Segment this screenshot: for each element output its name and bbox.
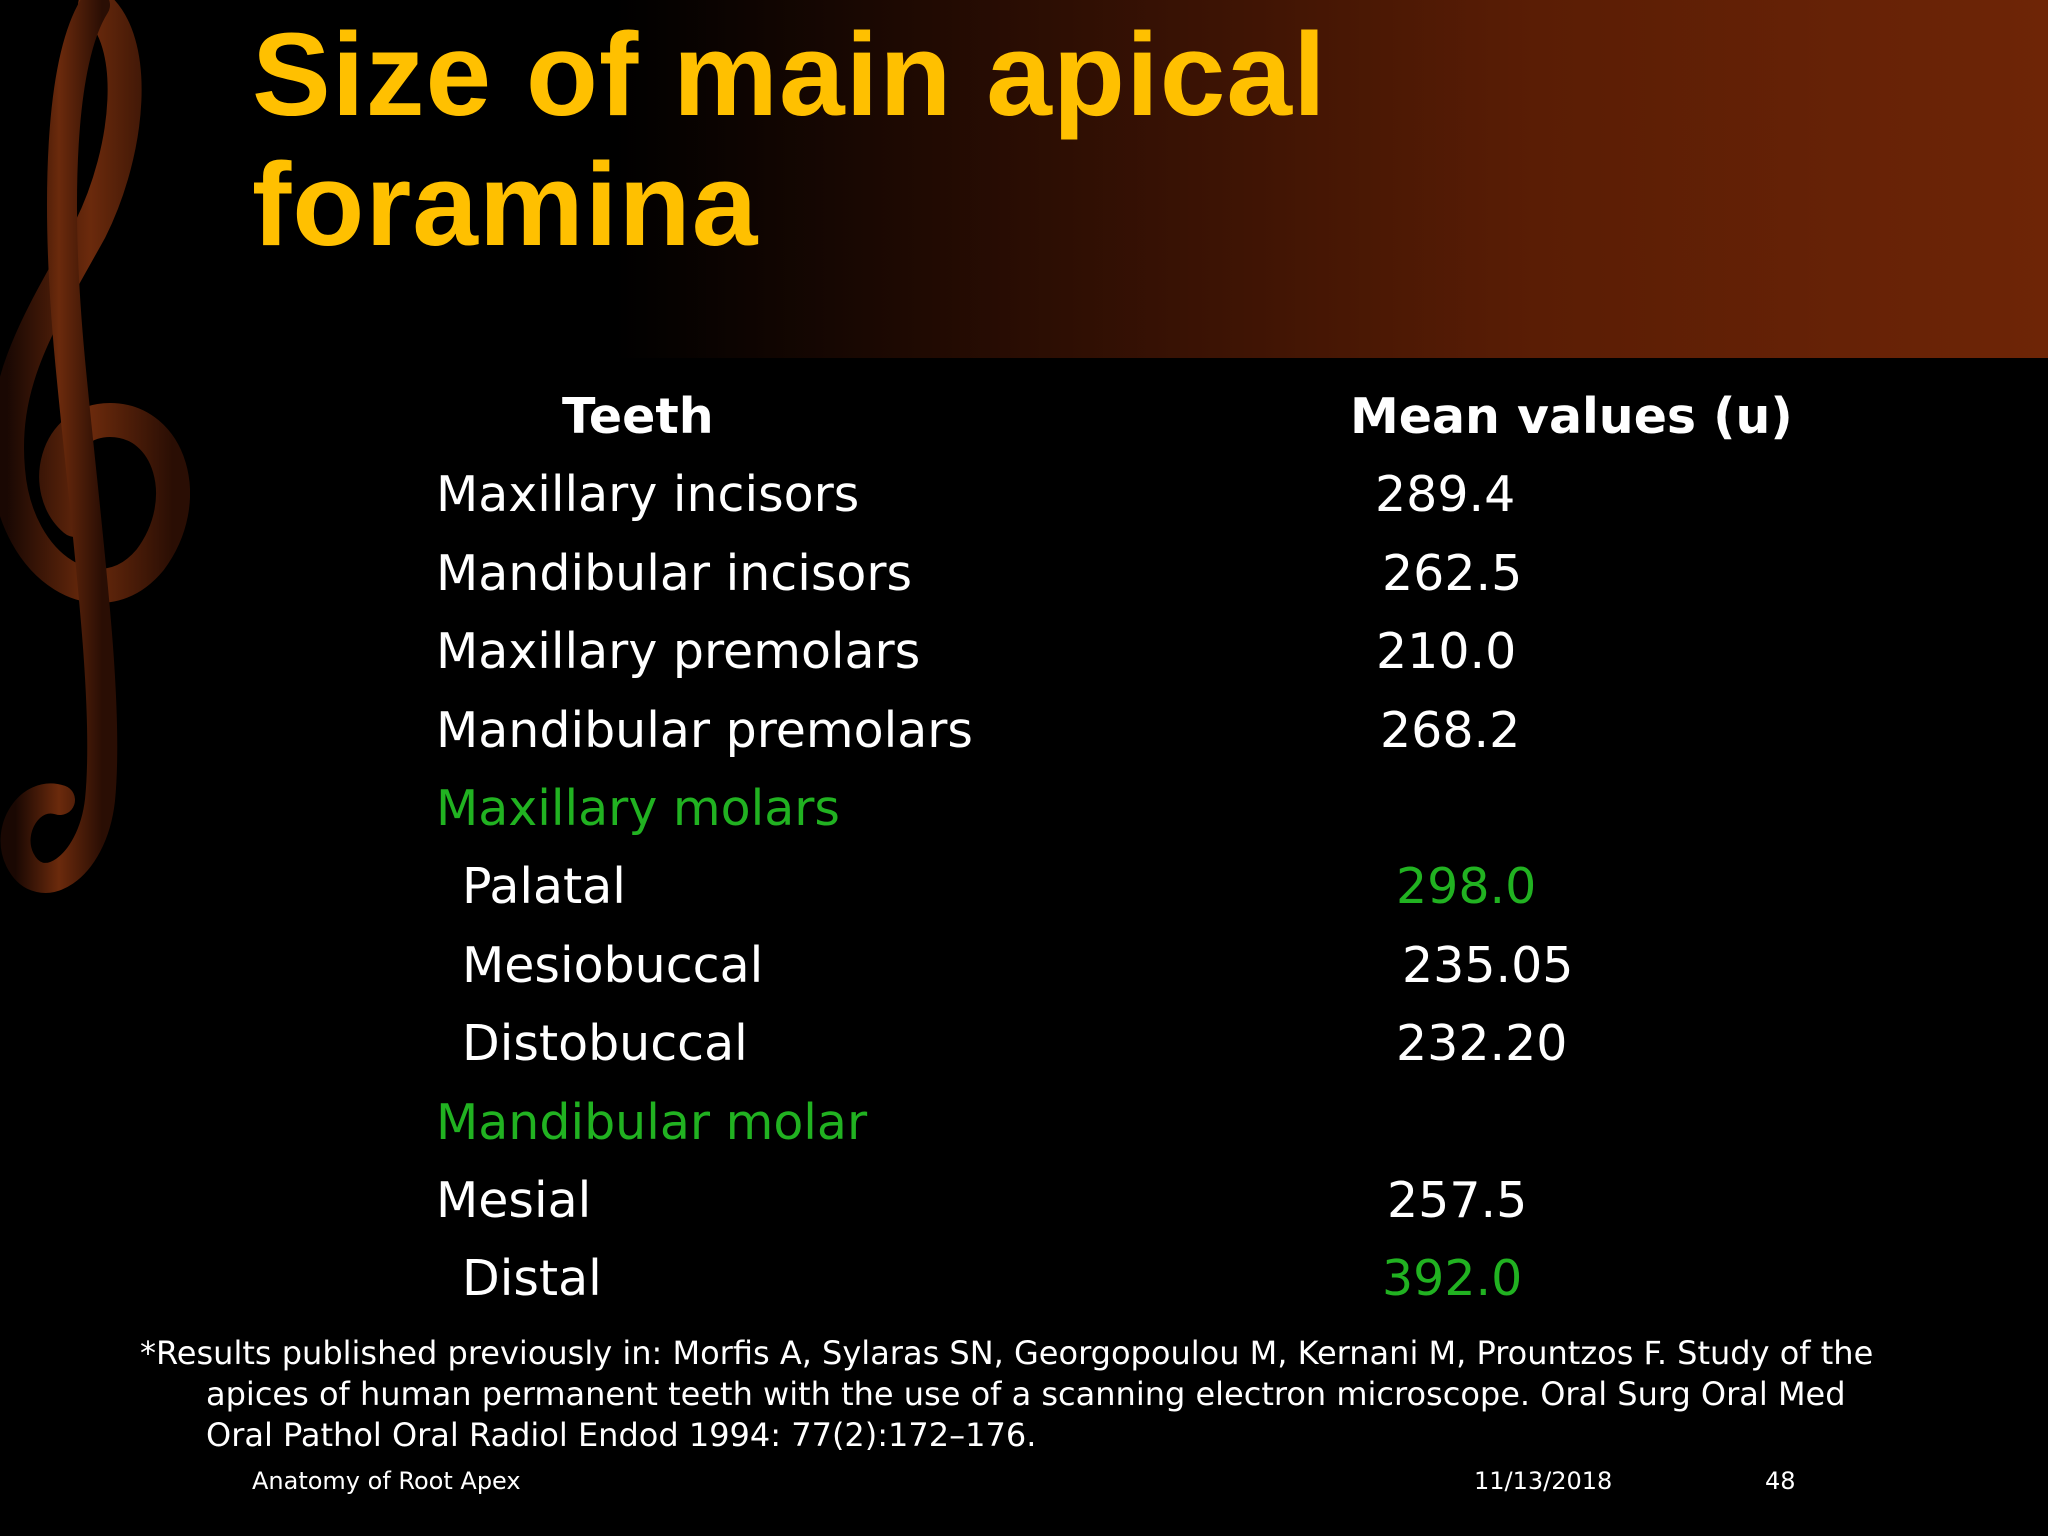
table-row: Distobuccal 232.20 (0, 1005, 2048, 1083)
table-row: Mandibular premolars 268.2 (0, 692, 2048, 770)
row-label: Palatal (462, 858, 626, 916)
footer-date: 11/13/2018 (1474, 1467, 1613, 1495)
row-label: Maxillary incisors (436, 466, 860, 524)
table-row: Mesial 257.5 (0, 1162, 2048, 1240)
table-row: Maxillary incisors 289.4 (0, 456, 2048, 534)
row-label: Mesiobuccal (462, 936, 764, 994)
mean-values-column-header: Mean values (u) (1350, 388, 1793, 445)
header-gradient-band (0, 0, 2048, 358)
row-label: Distal (462, 1250, 602, 1308)
table-row: Mandibular incisors 262.5 (0, 535, 2048, 613)
row-value-highlighted: 298.0 (1396, 858, 1537, 916)
footer-presentation-title: Anatomy of Root Apex (252, 1467, 521, 1495)
foramina-table: Teeth Mean values (u) Maxillary incisors… (0, 378, 2048, 1319)
row-label: Mandibular premolars (436, 701, 973, 759)
row-label: Maxillary premolars (436, 623, 921, 681)
row-value: 262.5 (1382, 544, 1523, 602)
title-line-2: foramina (252, 139, 759, 271)
group-label-maxillary-molars: Maxillary molars (436, 779, 840, 837)
table-row: Maxillary premolars 210.0 (0, 613, 2048, 691)
table-header-row: Teeth Mean values (u) (0, 378, 2048, 456)
group-label-mandibular-molar: Mandibular molar (436, 1093, 868, 1151)
treble-clef-icon (0, 0, 190, 893)
table-row: Distal 392.0 (0, 1240, 2048, 1318)
footer-page-number: 48 (1765, 1467, 1796, 1495)
citation-footnote: *Results published previously in: Morfis… (140, 1334, 1874, 1454)
row-value: 268.2 (1380, 701, 1521, 759)
row-value: 232.20 (1396, 1015, 1568, 1073)
row-value: 235.05 (1402, 936, 1574, 994)
row-value: 210.0 (1376, 623, 1517, 681)
teeth-column-header: Teeth (562, 388, 714, 445)
row-value: 257.5 (1387, 1171, 1528, 1229)
row-value-highlighted: 392.0 (1382, 1250, 1523, 1308)
table-group-row: Maxillary molars (0, 770, 2048, 848)
row-label: Distobuccal (462, 1015, 748, 1073)
slide-title: Size of main apical foramina (252, 10, 1327, 270)
row-value: 289.4 (1375, 466, 1516, 524)
row-label: Mesial (436, 1171, 592, 1229)
table-row: Palatal 298.0 (0, 848, 2048, 926)
table-group-row: Mandibular molar (0, 1084, 2048, 1162)
title-line-1: Size of main apical (252, 9, 1327, 141)
table-row: Mesiobuccal 235.05 (0, 927, 2048, 1005)
row-label: Mandibular incisors (436, 544, 913, 602)
